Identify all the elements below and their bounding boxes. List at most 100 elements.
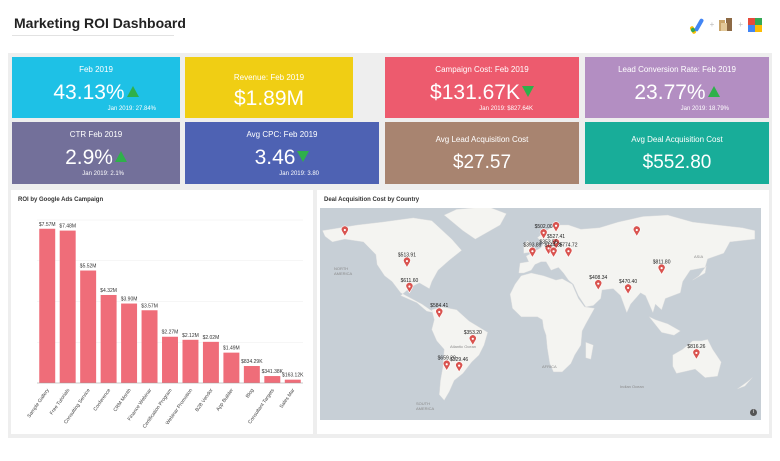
roi-bar-chart: $7.57M Sample Gallery $7.48M Free Tutorials… <box>26 219 304 430</box>
bar[interactable] <box>39 228 56 383</box>
info-icon[interactable]: i <box>750 409 757 416</box>
pin-label: $527.41 <box>547 234 565 240</box>
data-label: $341.38K <box>262 369 284 375</box>
category-label: B2B Vendor <box>194 387 214 413</box>
map-pin[interactable] <box>469 334 477 346</box>
kpi-label: Avg Deal Acquisition Cost <box>631 135 723 144</box>
bar[interactable] <box>121 303 138 383</box>
kpi-value: 2.9% <box>12 146 180 170</box>
map-panel[interactable]: Deal Acquisition Cost by Country NORTH AM… <box>317 190 769 434</box>
kpi-widget-revenue[interactable]: Revenue: Feb 2019 $1.89M <box>185 57 353 118</box>
kpi-previous: Jan 2019: $827.64K <box>479 106 533 112</box>
kpi-value: $1.89M <box>233 87 305 110</box>
trend-up-icon <box>707 86 720 97</box>
kpi-widget-lead-acquisition-cost[interactable]: Avg Lead Acquisition Cost $27.57 <box>385 122 579 184</box>
kpi-value: 3.46 <box>185 146 379 170</box>
pin-label: $408.34 <box>589 275 607 281</box>
roi-chart-panel[interactable]: ROI by Google Ads Campaign $7.57M Sample … <box>11 190 313 434</box>
kpi-widget-lead-conversion[interactable]: Lead Conversion Rate: Feb 2019 23.77% Ja… <box>585 57 769 118</box>
kpi-value: $27.57 <box>452 152 512 173</box>
trend-up-icon <box>126 86 139 97</box>
category-label: Sample Gallery <box>26 387 51 419</box>
region-label: ASIA <box>694 254 703 259</box>
pin-label: $393.89 <box>523 242 541 248</box>
kpi-widget-leads[interactable]: Feb 2019 43.13% Jan 2019: 27.84% <box>12 57 180 118</box>
map-pin[interactable] <box>528 246 537 259</box>
map-pin[interactable] <box>692 348 701 360</box>
region-label: Indian Ocean <box>620 384 644 389</box>
kpi-widget-avg-cpc[interactable]: Avg CPC: Feb 2019 3.46 Jan 2019: 3.80 <box>185 122 379 184</box>
map-pin[interactable] <box>455 361 463 373</box>
land-mass <box>585 342 594 360</box>
map-pin[interactable] <box>442 359 451 372</box>
google-ads-icon[interactable] <box>689 16 707 34</box>
land-mass <box>737 377 753 390</box>
bar[interactable] <box>182 339 199 383</box>
bar[interactable] <box>264 376 281 383</box>
bar[interactable] <box>162 336 178 383</box>
kpi-label: CTR Feb 2019 <box>69 130 123 139</box>
bar[interactable] <box>223 352 240 383</box>
land-mass <box>692 265 707 281</box>
bar[interactable] <box>100 294 117 383</box>
kpi-previous: Jan 2019: 18.79% <box>680 106 729 112</box>
pin-label: $659.20 <box>438 356 456 362</box>
kpi-widget-campaign-cost[interactable]: Campaign Cost: Feb 2019 $131.67K Jan 201… <box>385 57 579 118</box>
workspace-icon[interactable] <box>746 16 764 34</box>
category-label: Sales Mar <box>279 387 297 409</box>
map-pin[interactable] <box>435 307 444 319</box>
data-label: $4.32M <box>100 288 117 294</box>
bar[interactable] <box>284 379 301 383</box>
data-label: $7.57M <box>39 222 56 228</box>
bar[interactable] <box>59 230 76 383</box>
pin-label: $353.56 <box>540 240 558 246</box>
map-pin[interactable] <box>552 221 560 233</box>
map-pin[interactable] <box>657 263 666 276</box>
region-label: Atlantic Ocean <box>450 344 476 349</box>
panel-title: Deal Acquisition Cost by Country <box>324 197 420 203</box>
kpi-value: $131.67K <box>385 81 579 105</box>
map-pin[interactable] <box>564 246 573 259</box>
page-title: Marketing ROI Dashboard <box>14 15 186 31</box>
trend-down-icon <box>297 151 310 162</box>
map-pin[interactable] <box>341 225 349 237</box>
pin-label: $470.40 <box>619 279 637 285</box>
map-pin[interactable] <box>633 225 641 237</box>
map-pin[interactable] <box>539 228 548 240</box>
map-pin[interactable] <box>594 279 603 291</box>
dashboard-canvas: Feb 2019 43.13% Jan 2019: 27.84% Revenue… <box>8 53 772 438</box>
region-label: NORTH <box>334 266 348 271</box>
land-mass <box>443 208 507 240</box>
kpi-widget-ctr[interactable]: CTR Feb 2019 2.9% Jan 2019: 2.1% <box>12 122 180 184</box>
kpi-value: 23.77% <box>585 81 769 105</box>
bar[interactable] <box>243 366 260 383</box>
pin-label: $774.72 <box>559 242 577 248</box>
map-pin[interactable] <box>624 283 632 295</box>
world-map[interactable]: NORTH AMERICA SOUTH AMERICA AFRICA ASIA Atlant… <box>320 208 761 420</box>
data-label: $1.49M <box>223 346 240 352</box>
panel-title: ROI by Google Ads Campaign <box>18 197 104 203</box>
land-mass <box>431 306 488 401</box>
trend-down-icon <box>521 86 534 97</box>
kpi-widget-deal-acquisition-cost[interactable]: Avg Deal Acquisition Cost $552.80 <box>585 122 769 184</box>
bar[interactable] <box>80 270 97 383</box>
bar[interactable] <box>202 341 219 383</box>
kpi-previous: Jan 2019: 3.80 <box>279 171 319 177</box>
map-pin[interactable] <box>549 246 558 259</box>
data-label: $2.12M <box>182 333 199 339</box>
trend-up-icon <box>114 151 127 162</box>
pin-label: $144.35 <box>545 242 563 248</box>
kpi-previous: Jan 2019: 27.84% <box>107 106 156 112</box>
data-label: $7.48M <box>59 224 76 230</box>
kpi-label: Revenue: Feb 2019 <box>233 73 305 82</box>
kpi-previous: Jan 2019: 2.1% <box>82 171 124 177</box>
map-pin[interactable] <box>552 238 560 250</box>
land-mass <box>322 217 462 313</box>
region-label: AMERICA <box>334 271 353 276</box>
map-pin[interactable] <box>405 282 414 294</box>
pin-label: $329.46 <box>450 357 468 363</box>
map-pin[interactable] <box>403 256 411 268</box>
stack-icon[interactable] <box>717 16 735 34</box>
bar[interactable] <box>141 310 158 383</box>
region-label: AMERICA <box>416 406 435 411</box>
